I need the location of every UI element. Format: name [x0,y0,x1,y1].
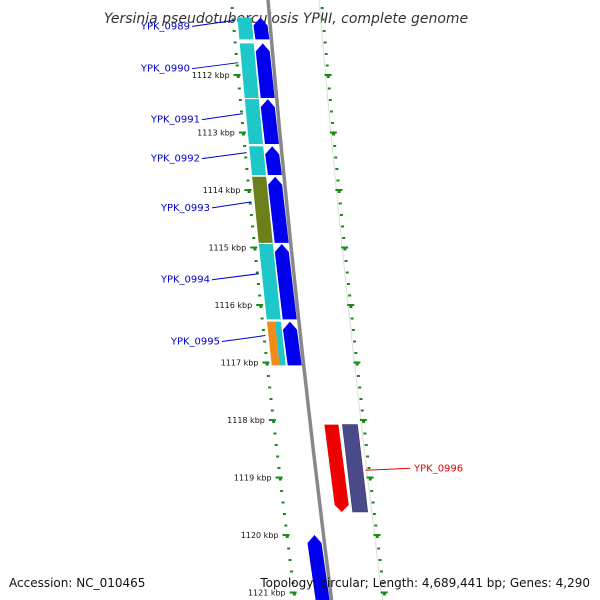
forward-gene-arrow [260,99,279,144]
gene-YPK_0991 [244,99,279,144]
scale-tick-label: 1115 kbp [208,244,246,253]
gene-YPK_0994 [258,244,297,320]
scale-tick-label: 1117 kbp [221,359,259,368]
label-leader [211,273,259,281]
scale-tick-label: 1113 kbp [197,129,235,138]
gene-label-YPK_0992: YPK_0992 [150,154,200,165]
gene-label-YPK_0996: YPK_0996 [413,463,463,474]
label-leader [191,19,235,27]
gene-label-YPK_0995: YPK_0995 [170,337,220,348]
cog-band [237,17,254,40]
forward-gene-arrow [307,535,330,600]
topology-text: Topology: circular; Length: 4,689,441 bp… [259,576,590,590]
gene-label-YPK_0990: YPK_0990 [140,64,190,75]
forward-gene-arrow [253,17,270,40]
label-leader [191,62,239,70]
gene-label-YPK_0989: YPK_0989 [140,21,190,32]
reverse-gene-arrow [324,424,349,512]
gene-unlabeled [307,535,330,600]
scale-tick-label: 1114 kbp [203,186,241,195]
gene-label-YPK_0991: YPK_0991 [150,115,200,126]
cog-band [266,321,280,366]
label-leader [221,335,266,343]
forward-gene-arrow [282,321,302,366]
gene-YPK_0993 [252,176,289,243]
cog-band-secondary [274,321,286,366]
gene-YPK_0992 [249,146,282,176]
gene-YPK_0990 [239,43,275,98]
label-leader [211,201,252,209]
accession-text: Accession: NC_010465 [9,576,145,590]
gene-label-YPK_0993: YPK_0993 [160,203,210,214]
label-leader [365,467,411,471]
label-leader [201,113,243,121]
outer-ring-line [318,0,384,600]
forward-gene-arrow [255,43,275,98]
gene-label-YPK_0994: YPK_0994 [160,275,210,286]
scale-tick-label: 1116 kbp [214,301,252,310]
gene-YPK_0989 [237,17,270,40]
cog-band [249,146,266,176]
scale-tick-label: 1118 kbp [227,416,265,425]
cog-band [252,176,273,243]
label-leader [201,152,247,160]
scale-tick-label: 1120 kbp [241,531,279,540]
cog-band [342,424,369,513]
scale-tick-label: 1119 kbp [234,474,272,483]
map-title: Yersinia pseudotuberculosis YPIII, compl… [104,11,468,27]
gene-YPK_0995 [266,321,302,366]
cog-band [258,244,281,320]
cog-band [244,99,263,144]
forward-gene-arrow [274,244,297,320]
forward-gene-arrow [265,146,282,176]
backbone-layer [266,0,384,600]
genes-layer [237,17,369,600]
gene-labels-layer: YPK_0989 YPK_0990 YPK_0991 YPK_0992 YPK_0993… [140,19,463,474]
forward-gene-arrow [268,176,289,243]
scale-tick-label: 1121 kbp [248,589,286,598]
backbone-line [266,0,334,600]
cog-band [239,43,259,98]
scale-ticks-layer: 1112 kbp 1113 kbp 1114 kbp 1115 kbp 1116 kbp… [192,7,388,598]
gene-YPK_0996 [324,424,369,513]
scale-tick-label: 1112 kbp [192,71,230,80]
